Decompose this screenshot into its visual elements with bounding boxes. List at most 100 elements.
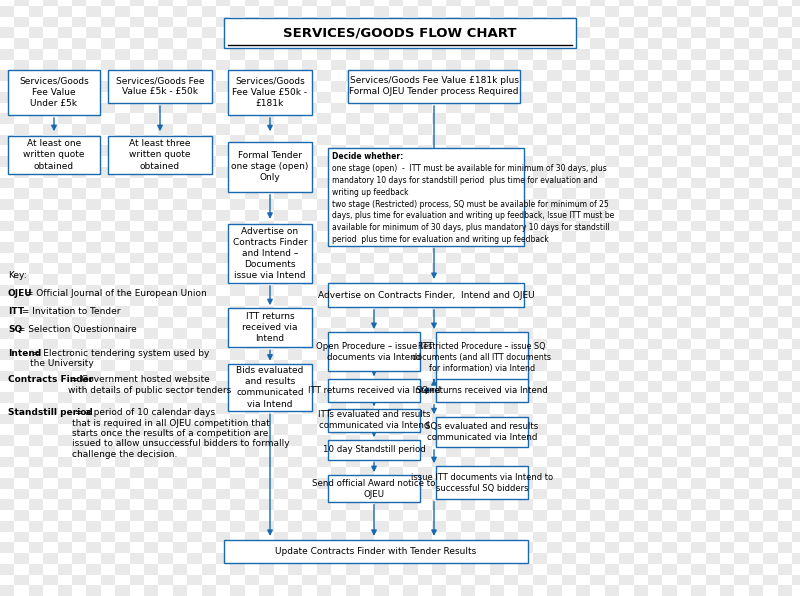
Bar xyxy=(403,306,418,317)
Bar xyxy=(533,424,547,435)
Bar xyxy=(518,263,533,274)
Bar xyxy=(403,499,418,510)
Bar xyxy=(648,231,662,242)
Bar xyxy=(130,17,144,27)
Bar xyxy=(518,328,533,339)
Bar xyxy=(346,349,360,360)
Bar xyxy=(158,467,173,478)
Bar xyxy=(302,274,317,285)
Bar xyxy=(274,60,288,70)
Bar xyxy=(245,339,259,349)
Text: = Selection Questionnaire: = Selection Questionnaire xyxy=(15,325,138,334)
Bar xyxy=(432,542,446,553)
Bar xyxy=(634,349,648,360)
Bar xyxy=(158,103,173,113)
Bar xyxy=(274,17,288,27)
Bar xyxy=(158,317,173,328)
Bar xyxy=(245,38,259,49)
Bar xyxy=(734,360,749,371)
Bar xyxy=(562,403,576,414)
Bar xyxy=(461,135,475,145)
Bar xyxy=(490,414,504,424)
Bar xyxy=(29,49,43,60)
Bar xyxy=(187,274,202,285)
Bar xyxy=(230,542,245,553)
Bar xyxy=(202,156,216,167)
Bar xyxy=(634,70,648,81)
Bar xyxy=(130,510,144,521)
Bar xyxy=(778,349,792,360)
Bar xyxy=(302,210,317,221)
Bar xyxy=(86,349,101,360)
Bar xyxy=(317,542,331,553)
Bar xyxy=(360,553,374,564)
Bar xyxy=(115,371,130,381)
Bar xyxy=(259,414,274,424)
Bar xyxy=(274,274,288,285)
Bar xyxy=(274,532,288,542)
Bar xyxy=(230,6,245,17)
Bar xyxy=(778,499,792,510)
Bar xyxy=(446,360,461,371)
Bar xyxy=(0,199,14,210)
Bar xyxy=(778,6,792,17)
Bar xyxy=(187,231,202,242)
Bar xyxy=(374,263,389,274)
Bar xyxy=(144,499,158,510)
Bar xyxy=(14,274,29,285)
Bar xyxy=(101,575,115,585)
Bar xyxy=(605,92,619,103)
Text: Services/Goods Fee
Value £5k - £50k: Services/Goods Fee Value £5k - £50k xyxy=(116,76,204,97)
Bar xyxy=(58,178,72,188)
Bar xyxy=(86,135,101,145)
FancyBboxPatch shape xyxy=(328,148,524,246)
Bar xyxy=(518,135,533,145)
Bar xyxy=(446,210,461,221)
Text: period  plus time for evaluation and writing up feedback: period plus time for evaluation and writ… xyxy=(332,235,549,244)
Bar xyxy=(346,135,360,145)
Bar xyxy=(403,27,418,38)
Bar xyxy=(518,542,533,553)
Bar xyxy=(43,188,58,199)
Bar xyxy=(101,188,115,199)
Bar xyxy=(130,296,144,306)
Bar xyxy=(158,124,173,135)
Bar xyxy=(778,328,792,339)
Bar xyxy=(763,231,778,242)
Bar xyxy=(58,156,72,167)
Bar xyxy=(605,199,619,210)
Bar xyxy=(461,328,475,339)
FancyBboxPatch shape xyxy=(328,440,420,460)
Bar xyxy=(792,103,800,113)
Bar xyxy=(346,70,360,81)
Bar xyxy=(202,585,216,596)
Bar xyxy=(259,285,274,296)
Bar xyxy=(634,521,648,532)
Bar xyxy=(490,521,504,532)
Bar xyxy=(533,553,547,564)
Bar xyxy=(360,17,374,27)
Bar xyxy=(374,135,389,145)
Bar xyxy=(576,478,590,489)
Bar xyxy=(763,253,778,263)
Bar xyxy=(418,339,432,349)
Bar xyxy=(202,178,216,188)
Bar xyxy=(374,349,389,360)
Bar xyxy=(216,489,230,499)
Bar xyxy=(245,446,259,457)
Bar xyxy=(605,263,619,274)
Bar xyxy=(691,178,706,188)
Bar xyxy=(389,188,403,199)
Bar xyxy=(187,17,202,27)
Bar xyxy=(374,392,389,403)
Bar xyxy=(504,446,518,457)
Bar xyxy=(58,135,72,145)
Bar xyxy=(216,532,230,542)
Bar xyxy=(202,113,216,124)
Bar xyxy=(288,371,302,381)
Bar xyxy=(662,49,677,60)
Bar xyxy=(418,103,432,113)
Bar xyxy=(734,81,749,92)
Bar xyxy=(778,49,792,60)
Bar xyxy=(706,317,720,328)
